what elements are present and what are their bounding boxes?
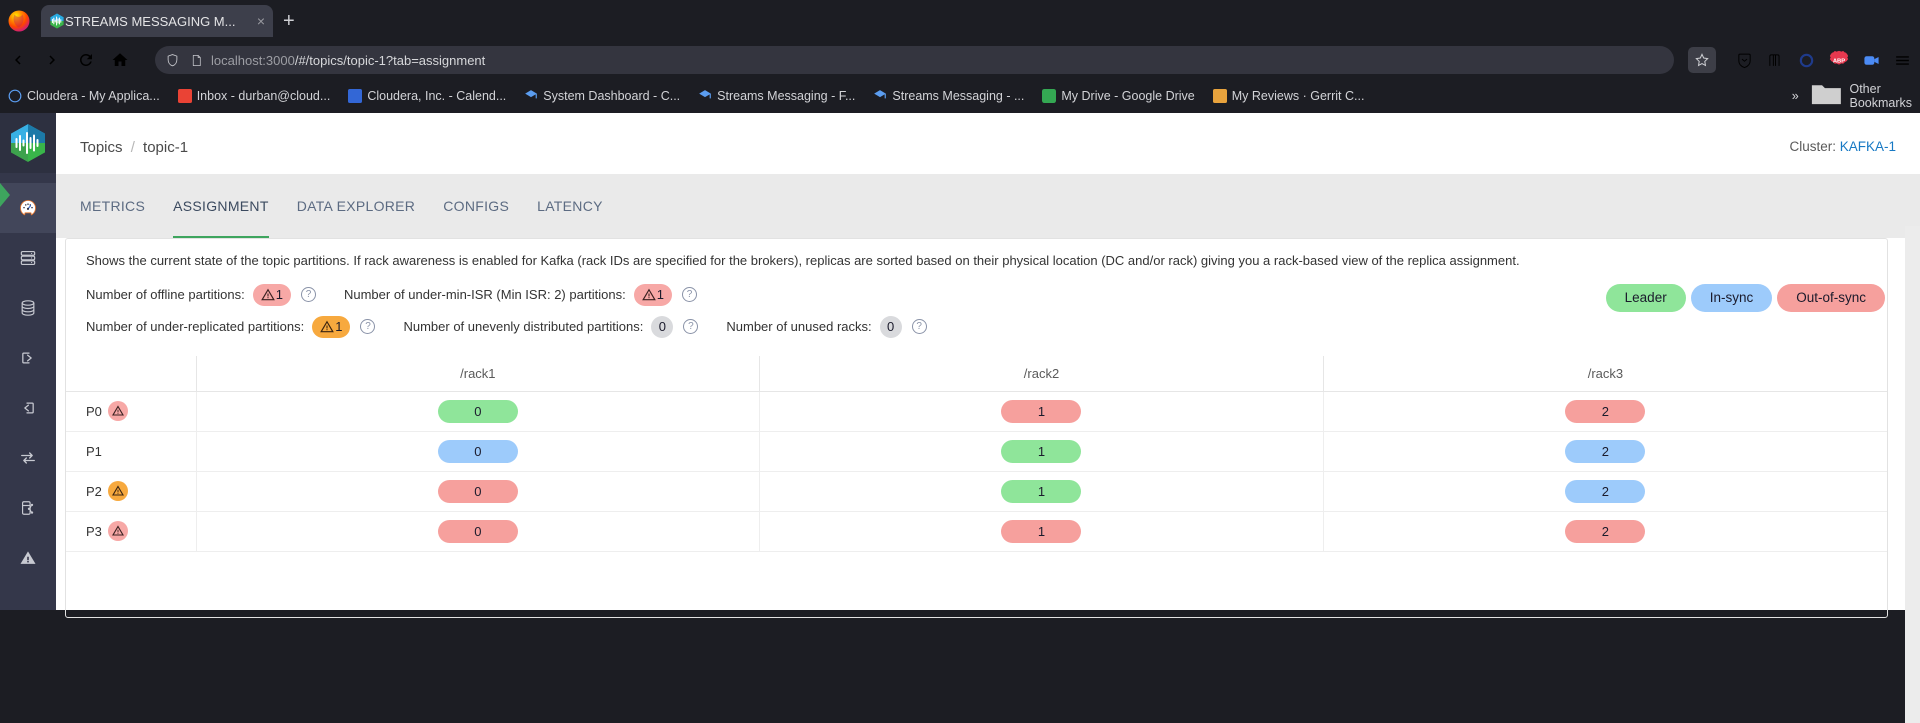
svg-text:ABP: ABP xyxy=(1833,58,1845,64)
